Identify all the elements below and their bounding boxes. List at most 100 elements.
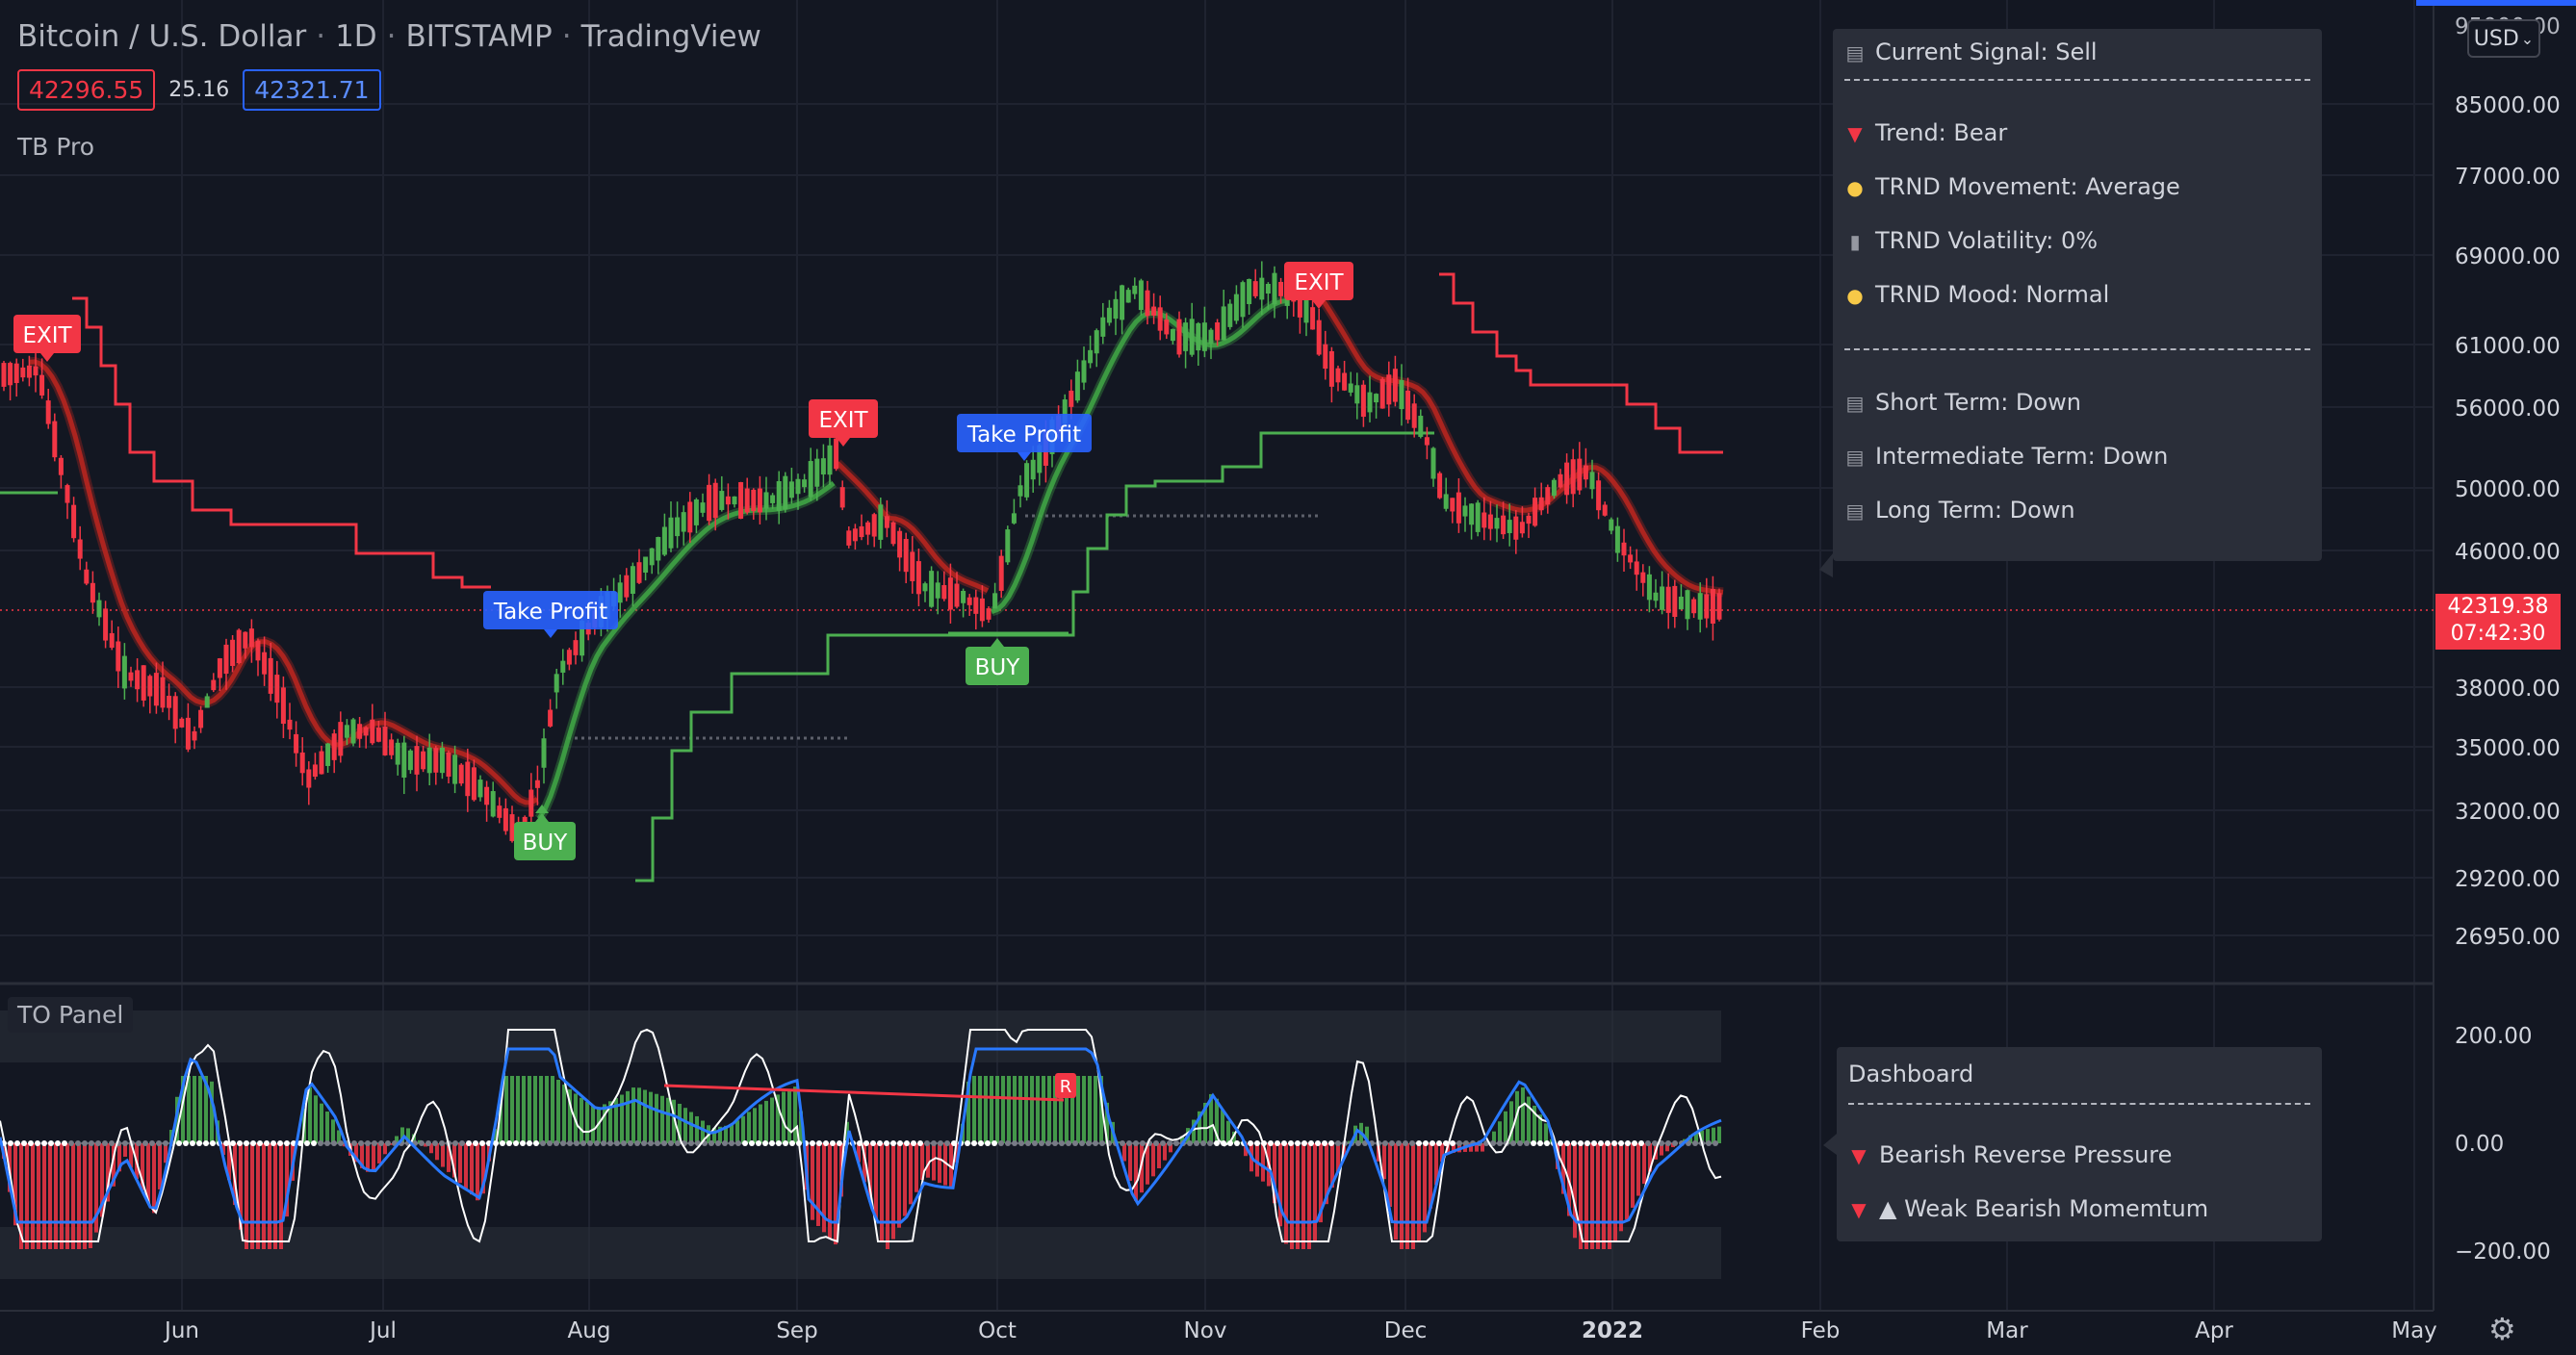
settings-gear-icon[interactable]: ⚙ (2488, 1311, 2516, 1347)
candle-body (1151, 306, 1157, 316)
time-tick: Jul (368, 1318, 397, 1343)
histogram-bar (1613, 1143, 1617, 1242)
candle-body (1487, 514, 1493, 529)
histogram-bar (1192, 1119, 1196, 1143)
histogram-bar (1423, 1143, 1427, 1233)
histogram-bar (331, 1119, 335, 1143)
reversal-marker[interactable]: R (1055, 1073, 1076, 1098)
trend-text: Trend: Bear (1875, 119, 2008, 146)
histogram-bar (1117, 1141, 1121, 1143)
zero-line-dot (1409, 1140, 1415, 1146)
candle-body (1069, 390, 1074, 407)
candle-body (116, 641, 121, 672)
histogram-bar (793, 1087, 797, 1143)
candle-body (1558, 473, 1563, 488)
buy-price-button[interactable]: 42321.71 (243, 69, 381, 111)
zero-line-dot (277, 1140, 283, 1146)
candle-body (763, 492, 769, 509)
histogram-bar (562, 1085, 566, 1143)
histogram-bar (1238, 1141, 1242, 1143)
zero-line-dot (668, 1140, 674, 1146)
histogram-bar (13, 1143, 17, 1226)
candle-body (1418, 416, 1424, 437)
candle-body (477, 780, 483, 798)
candle-body (1665, 586, 1671, 613)
buy-signal-label[interactable]: BUY (966, 638, 1029, 685)
indicator-legend-to-panel[interactable]: TO Panel (8, 997, 134, 1033)
zero-line-dot (68, 1140, 74, 1146)
candle-body (814, 458, 820, 487)
candle-body (859, 525, 864, 538)
zero-line-dot (237, 1140, 243, 1146)
zero-line-dot (89, 1140, 94, 1146)
candle-body (1621, 542, 1627, 556)
candle-body (1328, 350, 1334, 387)
zero-line-dot (1423, 1140, 1429, 1146)
histogram-bar (655, 1093, 658, 1143)
exit-signal-label[interactable]: EXIT (1284, 262, 1353, 309)
histogram-bar (516, 1076, 520, 1143)
candle-body (1455, 492, 1461, 524)
symbol-name[interactable]: Bitcoin / U.S. Dollar (17, 19, 307, 54)
exit-signal-label[interactable]: EXIT (809, 399, 878, 447)
histogram-bar (424, 1143, 427, 1147)
candle-body (1570, 459, 1576, 495)
candle-body (992, 593, 998, 609)
histogram-bar (1521, 1087, 1525, 1143)
exit-signal-label[interactable]: EXIT (13, 315, 81, 362)
candle-body (675, 517, 681, 537)
panel-divider (1844, 79, 2310, 81)
histogram-bar (273, 1143, 277, 1249)
candle-body (179, 718, 185, 728)
interval[interactable]: 1D (335, 19, 377, 54)
histogram-bar (117, 1143, 121, 1172)
candle-body (1157, 307, 1163, 331)
candle-body (1088, 349, 1094, 364)
candle-body (471, 767, 477, 801)
candle-body (1577, 458, 1583, 491)
red-triangle-down-icon: ▼ (1851, 1144, 1867, 1167)
candle-body (834, 438, 839, 470)
histogram-bar (372, 1143, 375, 1171)
time-axis[interactable]: Jun Jul Aug Sep Oct Nov Dec 2022 Feb Mar… (163, 1318, 2437, 1343)
zero-line-dot (1638, 1140, 1644, 1146)
currency-selector[interactable]: USD ⌄ (2467, 19, 2540, 58)
histogram-bar (637, 1087, 641, 1143)
candle-body (64, 485, 70, 503)
histogram-bar (60, 1143, 64, 1249)
buy-signal-label[interactable]: BUY (514, 805, 576, 860)
candle-body (1564, 462, 1570, 496)
indicator-legend-tb-pro[interactable]: TB Pro (17, 133, 95, 161)
zero-line-dot (1005, 1140, 1011, 1146)
zero-line-dot (1531, 1140, 1536, 1146)
histogram-bar (1688, 1135, 1692, 1143)
candle-body (1697, 593, 1703, 620)
candle-body (770, 495, 776, 503)
oscillator-scale[interactable]: 200.00 0.00 −200.00 (2455, 1024, 2551, 1265)
take-profit-label[interactable]: Take Profit (483, 591, 618, 638)
zero-line-dot (607, 1140, 613, 1146)
sell-price-button[interactable]: 42296.55 (17, 69, 156, 111)
histogram-bar (580, 1097, 583, 1143)
candles[interactable] (1, 261, 1722, 847)
candle-body (700, 502, 706, 513)
histogram-bar (65, 1143, 69, 1249)
candle-body (719, 491, 725, 510)
zero-line-dot (82, 1140, 88, 1146)
histogram-bar (1065, 1076, 1069, 1143)
candle-body (846, 530, 852, 546)
histogram-bar (1481, 1143, 1484, 1152)
symbol-header[interactable]: Bitcoin / U.S. Dollar · 1D · BITSTAMP · Tradin… (17, 19, 771, 54)
candle-body (1704, 594, 1710, 619)
oscillator-histogram (2, 1076, 1721, 1249)
price-scale[interactable]: 95000.00 85000.00 77000.00 69000.00 6100… (2455, 14, 2561, 950)
histogram-bar (943, 1143, 947, 1186)
zero-line-dot (1093, 1140, 1098, 1146)
long-term-text: Long Term: Down (1875, 497, 2075, 524)
take-profit-label[interactable]: Take Profit (957, 414, 1092, 461)
short-term-row: ▤ Short Term: Down (1844, 389, 2081, 416)
candle-body (217, 658, 222, 678)
zero-line-dot (965, 1140, 970, 1146)
candle-body (287, 719, 293, 730)
